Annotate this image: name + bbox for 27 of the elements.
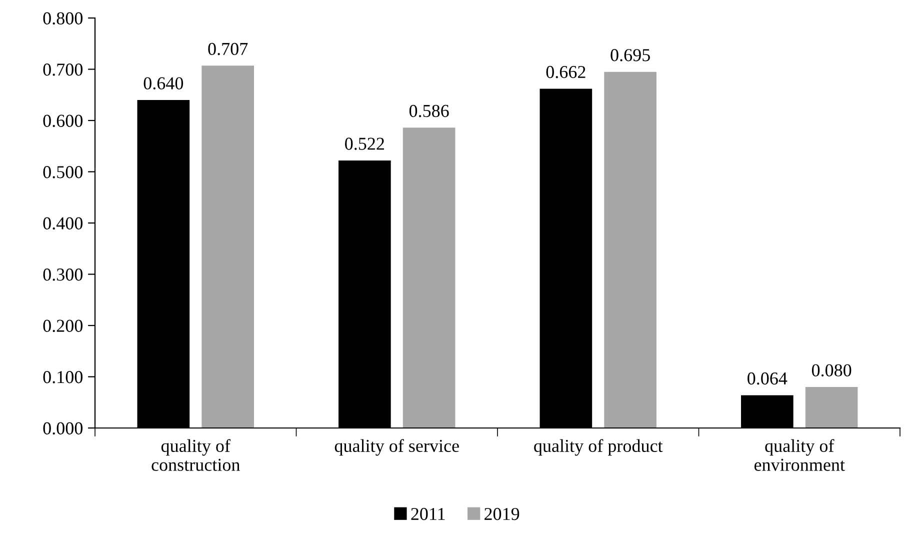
x-tick-label: quality of service xyxy=(334,439,459,456)
x-tick-label: quality of construction xyxy=(152,439,240,471)
data-label: 0.707 xyxy=(208,42,248,56)
bar xyxy=(402,128,456,428)
y-tick-label: 0.300 xyxy=(43,268,83,281)
y-tick-label: 0.700 xyxy=(43,64,83,76)
bar xyxy=(805,387,858,428)
legend-label: 2019 xyxy=(484,508,520,520)
bar xyxy=(604,72,656,428)
bar xyxy=(202,66,254,428)
y-tick-label: 0.100 xyxy=(43,371,83,384)
y-tick-label: 0.800 xyxy=(43,12,83,25)
data-label: 0.064 xyxy=(748,372,788,385)
data-label: 0.522 xyxy=(345,138,384,150)
y-tick-label: 0.200 xyxy=(43,320,83,332)
x-tick-label: quality of environment xyxy=(754,439,845,471)
y-tick-label: 0.400 xyxy=(43,217,83,230)
data-label: 0.640 xyxy=(144,77,184,90)
x-tick-label: quality of product xyxy=(534,439,663,456)
data-label: 0.695 xyxy=(610,49,650,62)
data-label: 0.586 xyxy=(409,104,449,118)
y-tick-label: 0.500 xyxy=(43,166,83,178)
data-label: 0.080 xyxy=(812,364,852,376)
legend-label: 2011 xyxy=(411,508,445,520)
y-tick-label: 0.600 xyxy=(43,114,83,128)
data-label: 0.662 xyxy=(546,66,586,78)
y-tick-label: 0.000 xyxy=(43,422,83,435)
